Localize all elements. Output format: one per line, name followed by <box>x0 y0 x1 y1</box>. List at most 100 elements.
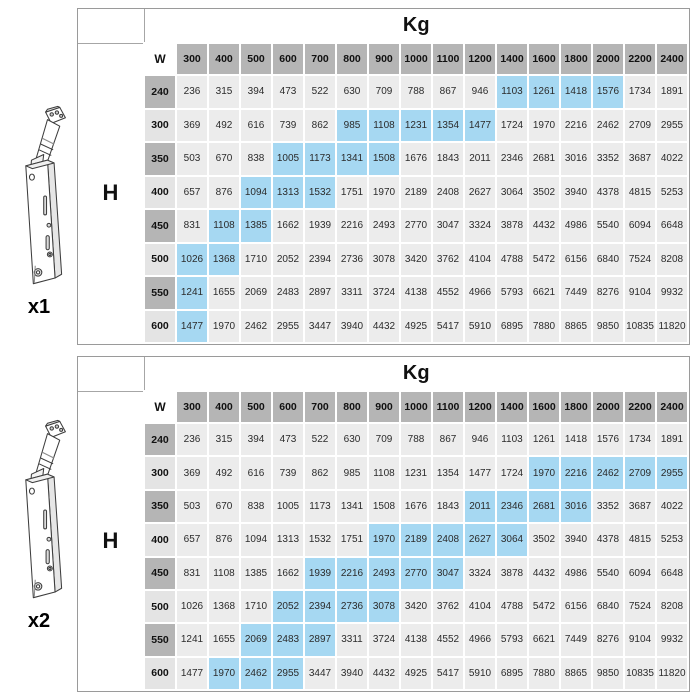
capacity-cell: 709 <box>367 74 401 110</box>
col-header: 1800 <box>559 42 593 76</box>
capacity-cell: 2216 <box>335 208 369 244</box>
capacity-cell: 862 <box>303 107 337 143</box>
capacity-cell: 657 <box>175 174 209 210</box>
col-header: 600 <box>271 390 305 424</box>
capacity-cell: 788 <box>399 421 433 458</box>
capacity-cell: 3447 <box>303 655 337 692</box>
capacity-cell-highlighted: 2627 <box>463 522 497 558</box>
capacity-cell-highlighted: 2189 <box>399 522 433 558</box>
col-header: 300 <box>175 42 209 76</box>
capacity-cell: 315 <box>207 74 241 110</box>
capacity-cell-highlighted: 1532 <box>303 174 337 210</box>
capacity-cell: 6648 <box>655 208 689 244</box>
capacity-cell: 630 <box>335 74 369 110</box>
capacity-cell-highlighted: 3064 <box>495 522 529 558</box>
capacity-cell: 616 <box>239 107 273 143</box>
capacity-cell: 1970 <box>367 174 401 210</box>
capacity-cell: 5472 <box>527 241 561 277</box>
capacity-cell: 10835 <box>623 655 657 692</box>
capacity-cell: 3762 <box>431 588 465 625</box>
h-axis-label: H <box>78 391 144 690</box>
col-header: 900 <box>367 42 401 76</box>
capacity-cell: 6648 <box>655 555 689 591</box>
capacity-cell: 8865 <box>559 655 593 692</box>
capacity-cell: 1676 <box>399 141 433 177</box>
capacity-cell-highlighted: 1970 <box>207 655 241 692</box>
capacity-cell-highlighted: 2483 <box>271 622 305 658</box>
capacity-cell-highlighted: 2346 <box>495 488 529 525</box>
col-header: 1800 <box>559 390 593 424</box>
capacity-cell: 3878 <box>495 555 529 591</box>
capacity-cell: 3324 <box>463 208 497 244</box>
capacity-cell-highlighted: 1508 <box>367 141 401 177</box>
capacity-cell-highlighted: 2493 <box>367 555 401 591</box>
capacity-cell: 876 <box>207 174 241 210</box>
col-header: 1600 <box>527 42 561 76</box>
capacity-cell-highlighted: 2709 <box>623 455 657 491</box>
capacity-cell: 7880 <box>527 308 561 344</box>
capacity-cell-highlighted: 2462 <box>239 655 273 692</box>
capacity-table: Kg H W 300 400 500 600 700 800 900 1000 1100 1200 140… <box>78 9 689 344</box>
col-header: 500 <box>239 390 273 424</box>
capacity-cell: 1103 <box>495 421 529 458</box>
capacity-cell: 1313 <box>271 522 305 558</box>
capacity-cell: 4138 <box>399 275 433 311</box>
row-header: 600 <box>143 655 177 692</box>
row-header: 300 <box>143 107 177 143</box>
row-header: 240 <box>143 74 177 110</box>
row-header: 400 <box>143 174 177 210</box>
capacity-cell: 1710 <box>239 241 273 277</box>
col-header: 2000 <box>591 42 625 76</box>
capacity-cell: 2394 <box>303 241 337 277</box>
capacity-cell: 236 <box>175 74 209 110</box>
capacity-cell: 2897 <box>303 275 337 311</box>
capacity-cell: 1939 <box>303 208 337 244</box>
col-header: 900 <box>367 390 401 424</box>
capacity-cell: 522 <box>303 421 337 458</box>
capacity-cell: 788 <box>399 74 433 110</box>
capacity-cell: 2052 <box>271 241 305 277</box>
capacity-cell: 2955 <box>655 107 689 143</box>
section-x1: x1 Kg H W 300 400 500 600 700 800 900 1000 1100 1200… <box>0 8 700 345</box>
capacity-cell: 4815 <box>623 522 657 558</box>
capacity-cell: 3940 <box>335 308 369 344</box>
capacity-cell-highlighted: 2736 <box>335 588 369 625</box>
capacity-cell-highlighted: 985 <box>335 107 369 143</box>
capacity-cell: 2346 <box>495 141 529 177</box>
capacity-cell-highlighted: 2408 <box>431 522 465 558</box>
capacity-cell: 4986 <box>559 208 593 244</box>
capacity-cell: 3016 <box>559 141 593 177</box>
col-header: 1100 <box>431 390 465 424</box>
capacity-cell: 1970 <box>207 308 241 344</box>
col-header: 400 <box>207 390 241 424</box>
section-x2: x2 Kg H W 300 400 500 600 700 800 900 1000 1100 1200… <box>0 356 700 692</box>
col-header: 400 <box>207 42 241 76</box>
row-header: 240 <box>143 421 177 458</box>
capacity-cell: 657 <box>175 522 209 558</box>
capacity-cell: 1751 <box>335 522 369 558</box>
capacity-cell: 831 <box>175 208 209 244</box>
capacity-cell: 4432 <box>527 208 561 244</box>
capacity-cell-highlighted: 1477 <box>463 107 497 143</box>
lift-arm-illustration <box>25 419 66 599</box>
capacity-cell: 1734 <box>623 74 657 110</box>
capacity-cell-highlighted: 3047 <box>431 555 465 591</box>
capacity-cell-highlighted: 2770 <box>399 555 433 591</box>
capacity-cell: 2189 <box>399 174 433 210</box>
figure-x2: x2 <box>2 414 76 633</box>
capacity-cell: 1261 <box>527 421 561 458</box>
capacity-cell: 8208 <box>655 241 689 277</box>
col-header: 1200 <box>463 42 497 76</box>
capacity-cell: 2069 <box>239 275 273 311</box>
capacity-cell: 5253 <box>655 522 689 558</box>
row-header: 400 <box>143 522 177 558</box>
capacity-cell: 9932 <box>655 275 689 311</box>
lift-arm-illustration <box>25 105 66 285</box>
capacity-cell: 709 <box>367 421 401 458</box>
col-header: 1100 <box>431 42 465 76</box>
capacity-cell: 394 <box>239 74 273 110</box>
capacity-cell: 630 <box>335 421 369 458</box>
capacity-cell: 1662 <box>271 208 305 244</box>
capacity-cell-highlighted: 2216 <box>335 555 369 591</box>
capacity-cell-highlighted: 1939 <box>303 555 337 591</box>
